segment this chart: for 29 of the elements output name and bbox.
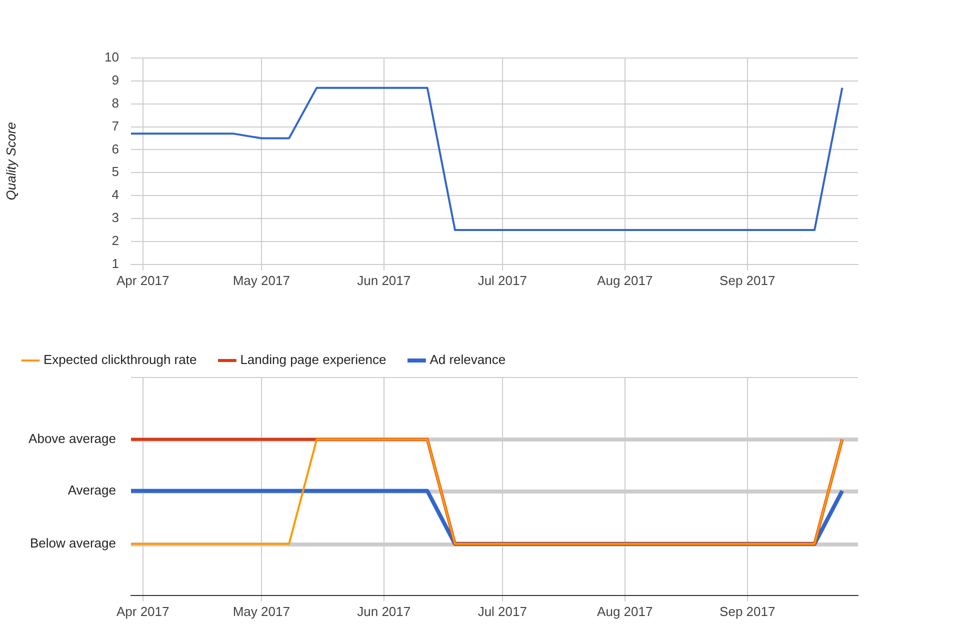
x-tick-label: Sep 2017 (720, 272, 776, 288)
x-tick-label: Apr 2017 (116, 272, 170, 288)
ref-line-label: Above average (28, 430, 116, 446)
x-tick-label: Apr 2017 (116, 604, 170, 619)
x-tick-label: May 2017 (232, 272, 290, 288)
x-tick-label: Jul 2017 (478, 604, 527, 619)
y-tick-label: 5 (112, 164, 119, 180)
y-tick-label: 6 (112, 141, 119, 156)
x-tick-label: Jun 2017 (357, 272, 411, 288)
y-tick-label: 9 (112, 72, 119, 88)
y-tick-label: 8 (112, 95, 119, 110)
ref-line-label: Below average (30, 536, 116, 550)
y-tick-label: 4 (112, 187, 119, 202)
legend-label: Ad relevance (430, 352, 506, 368)
y-tick-label: 7 (112, 118, 119, 134)
x-tick-label: Aug 2017 (597, 604, 653, 619)
x-tick-label: Sep 2017 (720, 604, 776, 619)
x-tick-label: May 2017 (232, 604, 290, 619)
legend-label: Landing page experience (240, 352, 386, 368)
y-tick-label: 10 (104, 50, 119, 65)
x-tick-label: Aug 2017 (597, 272, 653, 288)
legend-label: Expected clickthrough rate (44, 352, 197, 368)
y-axis-title: Quality Score (3, 122, 18, 200)
y-tick-label: 2 (112, 233, 119, 248)
y-tick-label: 3 (112, 210, 119, 226)
x-tick-label: Jun 2017 (357, 604, 411, 619)
ref-line-label: Average (68, 482, 116, 498)
x-tick-label: Jul 2017 (478, 272, 527, 288)
y-tick-label: 1 (112, 256, 119, 271)
